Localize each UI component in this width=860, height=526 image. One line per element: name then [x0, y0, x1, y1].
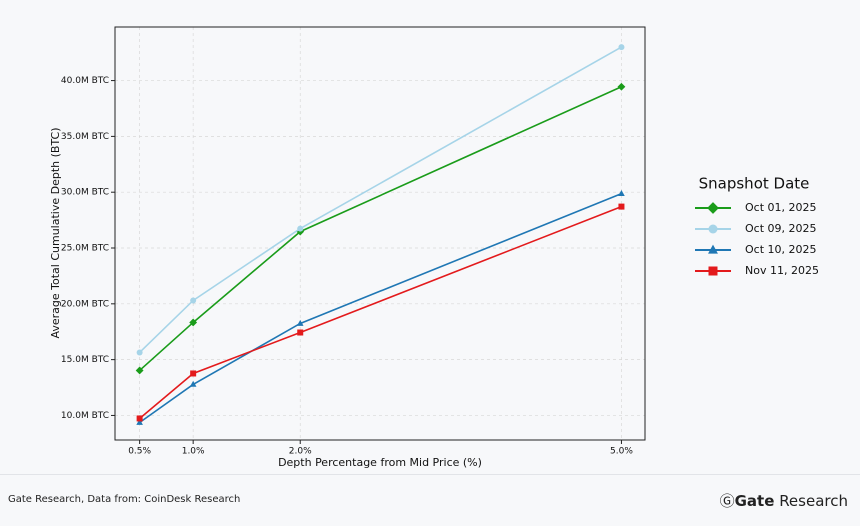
y-tick-label: 10.0M BTC	[61, 411, 109, 421]
brand-suffix: Research	[779, 492, 848, 510]
legend-label: Oct 01, 2025	[745, 201, 817, 214]
point-marker	[296, 319, 304, 326]
point-marker	[136, 418, 143, 425]
legend-marker	[708, 244, 718, 254]
y-tick-label: 15.0M BTC	[61, 355, 109, 365]
series-line	[139, 192, 622, 424]
footer: Gate Research, Data from: CoinDesk Resea…	[0, 474, 860, 526]
point-marker	[618, 44, 625, 51]
x-tick-label: 0.5%	[128, 447, 151, 457]
chart: Depth Percentage from Mid Price (%) Aver…	[49, 26, 819, 469]
series-line	[139, 46, 622, 354]
y-tick-label: 35.0M BTC	[61, 132, 109, 142]
x-tick-label: 5.0%	[610, 447, 633, 457]
legend-label: Oct 09, 2025	[745, 222, 817, 235]
point-marker	[297, 225, 304, 232]
point-marker	[190, 370, 197, 377]
point-marker	[189, 380, 197, 387]
legend-label: Oct 10, 2025	[745, 243, 817, 256]
legend-marker	[708, 224, 718, 234]
source-note: Gate Research, Data from: CoinDesk Resea…	[8, 494, 241, 505]
point-marker	[136, 415, 143, 422]
brand-name: Gate	[734, 492, 775, 510]
series-line	[139, 85, 622, 372]
point-marker	[297, 329, 304, 336]
point-marker	[617, 82, 626, 91]
plot-area	[115, 27, 645, 440]
y-tick-label: 20.0M BTC	[61, 299, 109, 309]
y-tick-label: 40.0M BTC	[61, 76, 109, 86]
legend-marker	[707, 202, 719, 214]
legend-title: Snapshot Date	[699, 175, 810, 193]
point-marker	[136, 349, 143, 356]
brand-logo: ⒼGate Research	[719, 492, 848, 510]
point-marker	[618, 203, 625, 210]
y-tick-label: 25.0M BTC	[61, 244, 109, 254]
y-axis-label: Average Total Cumulative Depth (BTC)	[49, 127, 62, 338]
x-tick-label: 2.0%	[289, 447, 312, 457]
point-marker	[190, 297, 197, 304]
point-marker	[135, 366, 144, 375]
point-marker	[618, 190, 625, 197]
y-tick-label: 30.0M BTC	[61, 188, 109, 198]
plot-frame	[114, 26, 646, 441]
legend-marker	[708, 266, 718, 276]
legend-label: Nov 11, 2025	[745, 264, 819, 277]
x-axis-label: Depth Percentage from Mid Price (%)	[278, 456, 482, 469]
x-tick-label: 1.0%	[182, 447, 205, 457]
series-line	[139, 205, 622, 420]
point-marker	[189, 318, 198, 327]
